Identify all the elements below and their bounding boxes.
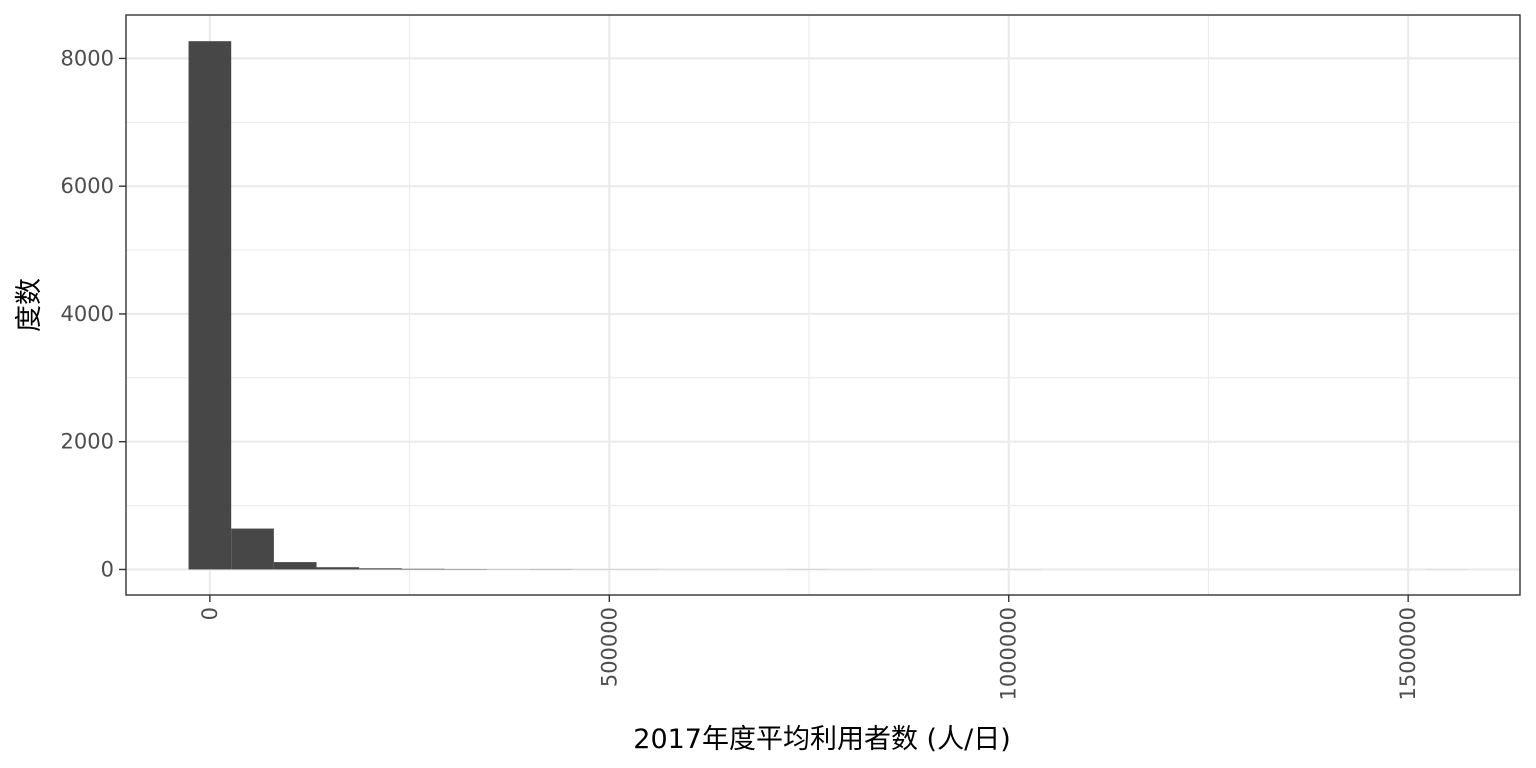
histogram-bar: [273, 562, 317, 570]
histogram-bar: [188, 41, 232, 570]
x-tick-label: 1500000: [1396, 607, 1420, 701]
y-axis-ticks: 0 2000 4000 6000 8000: [61, 46, 126, 581]
y-axis-title: 度数: [14, 278, 45, 332]
histogram-bar: [359, 568, 402, 570]
x-tick-label: 0: [198, 607, 222, 620]
plot-panel-border: [125, 14, 1521, 596]
histogram-bar: [401, 568, 445, 570]
x-axis-ticks: 0 500000 1000000 1500000: [198, 595, 1420, 701]
histogram-bar: [316, 567, 360, 570]
x-tick-label: 1000000: [997, 607, 1021, 701]
y-tick-label: 0: [101, 557, 114, 581]
y-tick-label: 6000: [61, 174, 114, 198]
y-tick-label: 2000: [61, 430, 114, 454]
x-tick-label: 500000: [597, 607, 621, 687]
y-tick-label: 8000: [61, 46, 114, 70]
histogram-bars: [188, 41, 1469, 570]
y-tick-label: 4000: [61, 302, 114, 326]
histogram-bar: [231, 528, 274, 570]
x-axis-title: 2017年度平均利用者数 (人/日): [633, 724, 1010, 755]
